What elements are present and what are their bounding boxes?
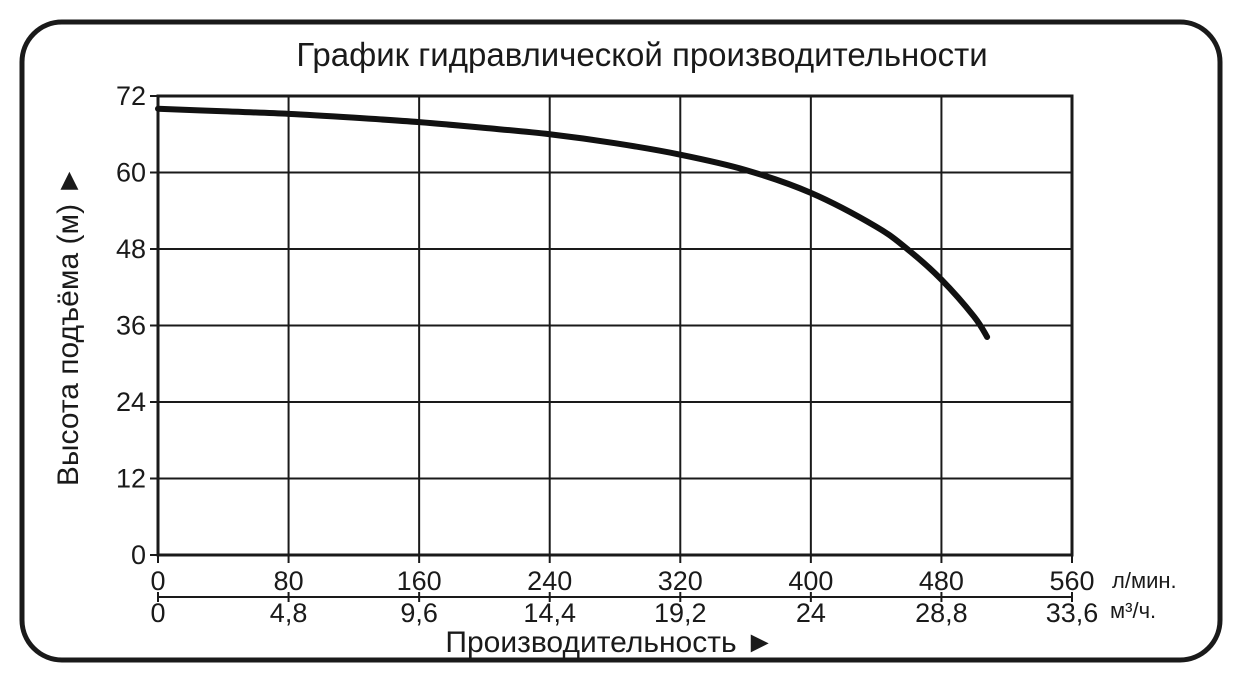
chart-title: График гидравлической производительности (296, 36, 987, 73)
x2-tick-label: 14,4 (523, 598, 576, 628)
grid (157, 95, 1073, 556)
x2-tick-label: 0 (150, 598, 165, 628)
x2-axis: 0 4,8 9,6 14,4 19,2 24 28,8 33,6 (150, 592, 1098, 628)
x-tick-label: 160 (397, 566, 442, 596)
y-tick-label: 12 (116, 464, 146, 494)
x2-tick-label: 24 (796, 598, 826, 628)
y-axis: 0 12 24 36 48 60 72 (116, 81, 158, 570)
x2-unit-label: м³/ч. (1110, 598, 1156, 623)
x-tick-label: 560 (1049, 566, 1094, 596)
x-axis: 0 80 160 240 320 400 480 560 (150, 555, 1095, 596)
chart-frame (19, 19, 1223, 663)
y-tick-label: 48 (116, 234, 146, 264)
series-line (155, 105, 991, 340)
x-tick-label: 240 (527, 566, 572, 596)
y-tick-label: 72 (116, 81, 146, 111)
y-tick-label: 0 (131, 540, 146, 570)
x-tick-label: 480 (919, 566, 964, 596)
y-axis-label: Высота подъёма (м) ► (52, 166, 85, 486)
x2-tick-label: 33,6 (1046, 598, 1099, 628)
x2-tick-label: 19,2 (654, 598, 707, 628)
x2-tick-label: 9,6 (400, 598, 438, 628)
x-tick-label: 80 (274, 566, 304, 596)
y-tick-label: 24 (116, 387, 146, 417)
x2-tick-label: 28,8 (915, 598, 968, 628)
y-tick-label: 60 (116, 158, 146, 188)
y-tick-label: 36 (116, 311, 146, 341)
x-tick-label: 320 (658, 566, 703, 596)
x2-tick-label: 4,8 (270, 598, 308, 628)
x-tick-label: 0 (150, 566, 165, 596)
x-tick-label: 400 (788, 566, 833, 596)
x-axis-label: Производительность ► (445, 626, 774, 659)
x-unit-label: л/мин. (1112, 568, 1177, 593)
